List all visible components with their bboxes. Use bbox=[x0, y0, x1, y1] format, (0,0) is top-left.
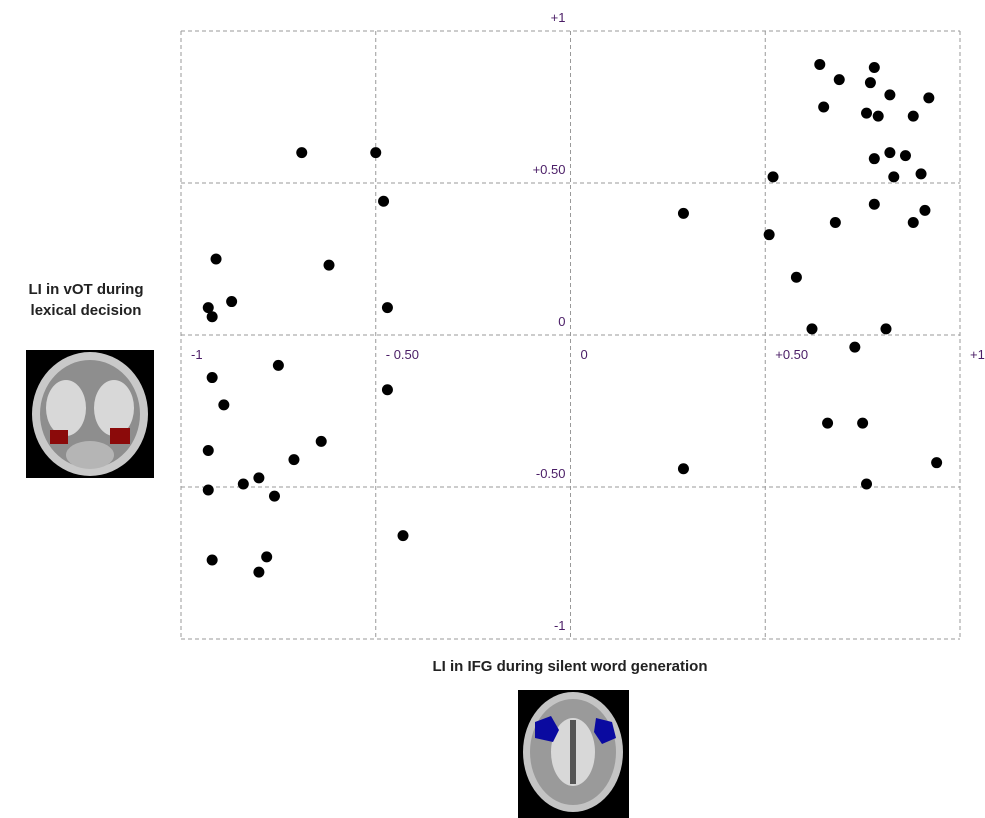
data-point bbox=[931, 457, 942, 468]
data-point bbox=[269, 491, 280, 502]
data-point bbox=[370, 147, 381, 158]
data-point bbox=[919, 205, 930, 216]
data-point bbox=[806, 323, 817, 334]
data-point bbox=[857, 418, 868, 429]
data-point bbox=[768, 171, 779, 182]
x-tick-label: +0.50 bbox=[775, 347, 808, 362]
y-tick-label: -1 bbox=[554, 618, 566, 633]
y-tick-label: +0.50 bbox=[533, 162, 566, 177]
y-tick-label: 0 bbox=[558, 314, 565, 329]
y-axis-label: lexical decision bbox=[31, 302, 142, 319]
data-point bbox=[849, 342, 860, 353]
data-point bbox=[908, 111, 919, 122]
x-tick-label: +1 bbox=[970, 347, 985, 362]
data-point bbox=[253, 567, 264, 578]
data-point bbox=[238, 478, 249, 489]
data-point bbox=[296, 147, 307, 158]
x-tick-label: -1 bbox=[191, 347, 203, 362]
data-point bbox=[861, 108, 872, 119]
data-point bbox=[678, 208, 689, 219]
data-point bbox=[203, 445, 214, 456]
data-point bbox=[791, 272, 802, 283]
data-point bbox=[218, 399, 229, 410]
data-point bbox=[884, 147, 895, 158]
data-point bbox=[207, 372, 218, 383]
data-point bbox=[830, 217, 841, 228]
data-point bbox=[900, 150, 911, 161]
brain-image-coronal bbox=[26, 350, 154, 478]
data-point bbox=[316, 436, 327, 447]
data-point bbox=[822, 418, 833, 429]
data-point bbox=[908, 217, 919, 228]
y-axis-label: LI in vOT during bbox=[29, 281, 144, 298]
data-point bbox=[207, 311, 218, 322]
data-point bbox=[211, 254, 222, 265]
y-tick-label: +1 bbox=[551, 10, 566, 25]
data-point bbox=[382, 384, 393, 395]
chart: LI in vOT during lexical decision LI in … bbox=[0, 0, 985, 818]
data-point bbox=[207, 554, 218, 565]
data-point bbox=[869, 199, 880, 210]
data-point bbox=[378, 196, 389, 207]
data-point bbox=[888, 171, 899, 182]
x-tick-label: - 0.50 bbox=[386, 347, 419, 362]
data-point bbox=[923, 92, 934, 103]
data-point bbox=[261, 551, 272, 562]
data-point bbox=[814, 59, 825, 70]
data-point bbox=[861, 478, 872, 489]
x-tick-label: 0 bbox=[581, 347, 588, 362]
data-point bbox=[834, 74, 845, 85]
x-axis-label: LI in IFG during silent word generation bbox=[432, 658, 707, 675]
data-point bbox=[865, 77, 876, 88]
data-point bbox=[869, 62, 880, 73]
data-point bbox=[382, 302, 393, 313]
data-point bbox=[253, 472, 264, 483]
data-point bbox=[880, 323, 891, 334]
data-point bbox=[884, 89, 895, 100]
data-point bbox=[916, 168, 927, 179]
data-point bbox=[226, 296, 237, 307]
data-point bbox=[818, 102, 829, 113]
data-point bbox=[678, 463, 689, 474]
data-point bbox=[398, 530, 409, 541]
brain-image-axial bbox=[518, 690, 629, 818]
y-tick-label: -0.50 bbox=[536, 466, 566, 481]
data-point bbox=[869, 153, 880, 164]
data-point bbox=[203, 485, 214, 496]
data-point bbox=[273, 360, 284, 371]
data-point bbox=[324, 260, 335, 271]
data-point bbox=[764, 229, 775, 240]
data-point bbox=[873, 111, 884, 122]
data-point bbox=[288, 454, 299, 465]
page: LI in vOT during lexical decision LI in … bbox=[0, 0, 985, 818]
